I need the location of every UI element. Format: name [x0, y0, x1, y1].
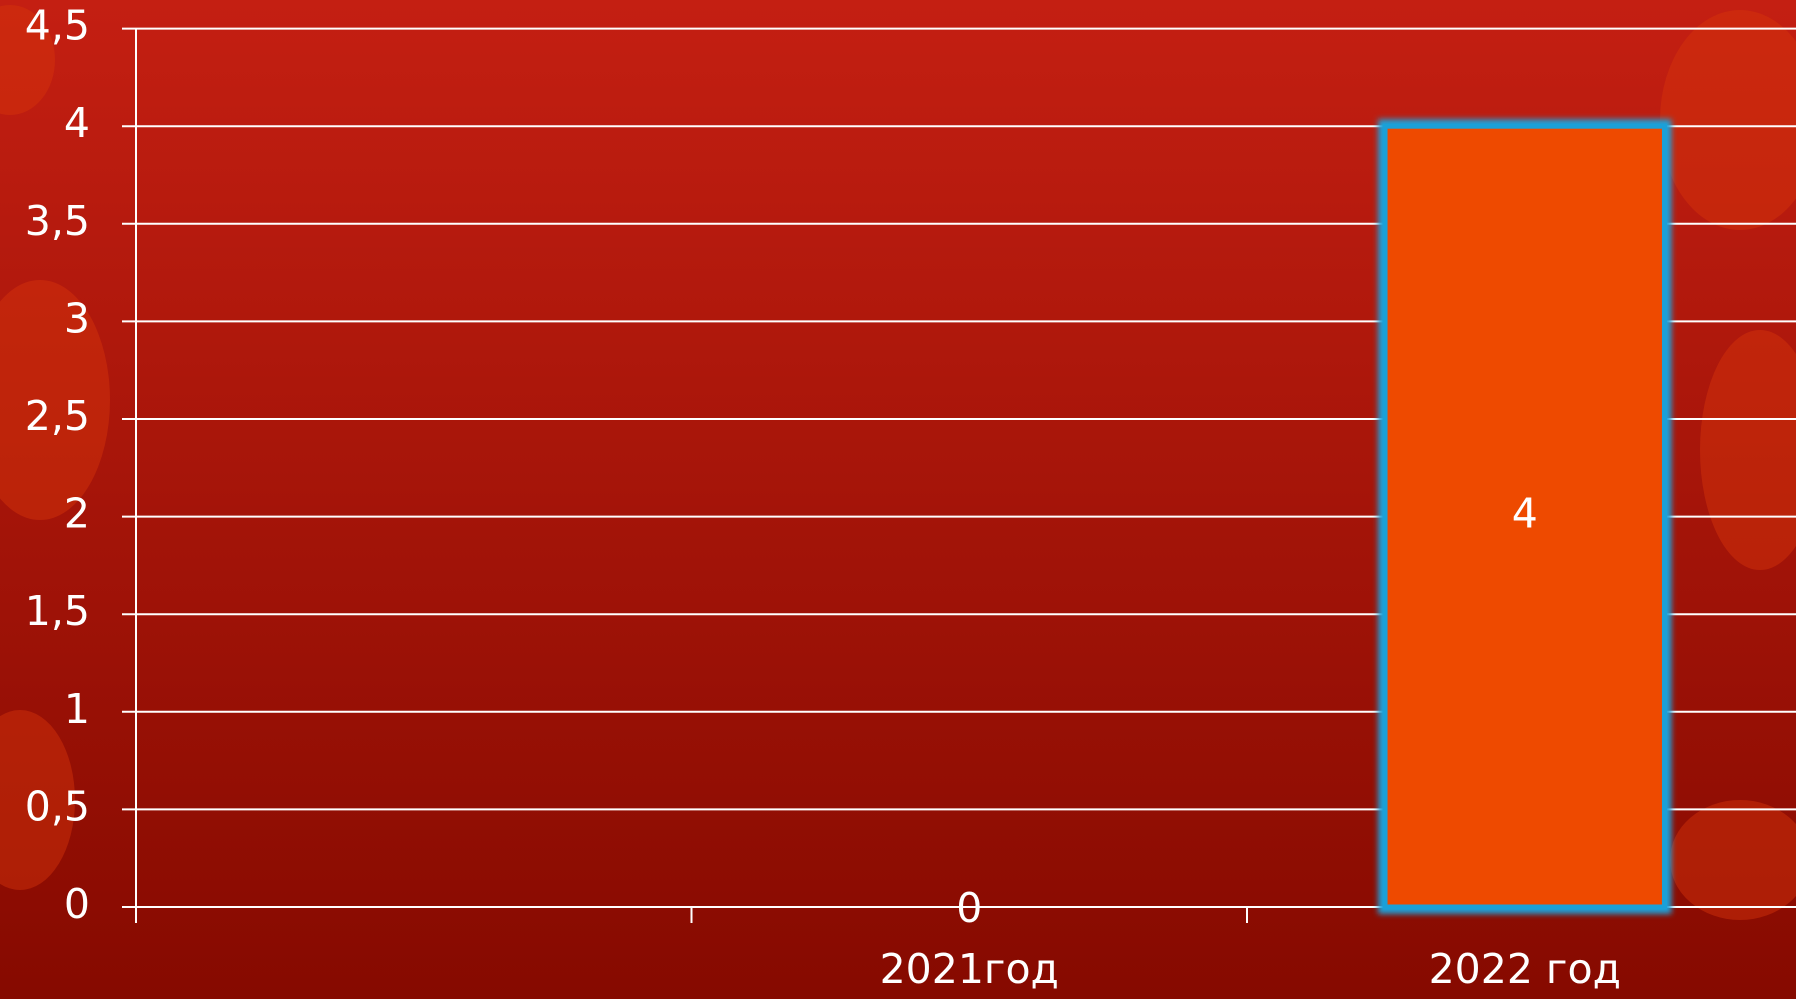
y-tick-label: 4	[64, 99, 90, 147]
y-tick-label: 0	[64, 880, 90, 928]
y-tick-label: 2,5	[25, 392, 90, 440]
y-tick-label: 0,5	[25, 782, 90, 830]
data-label: 0	[956, 884, 982, 932]
data-label: 4	[1512, 490, 1538, 538]
y-tick-label: 4,5	[25, 2, 90, 50]
y-tick-label: 3	[64, 294, 90, 342]
x-tick-label: 2021год	[880, 945, 1059, 993]
bar	[1382, 123, 1667, 910]
y-tick-label: 3,5	[25, 197, 90, 245]
y-tick-label: 1,5	[25, 587, 90, 635]
background-leaves	[0, 5, 1796, 920]
x-tick-label: 2022 год	[1429, 945, 1621, 993]
y-tick-label: 1	[64, 685, 90, 733]
y-tick-label: 2	[64, 490, 90, 538]
